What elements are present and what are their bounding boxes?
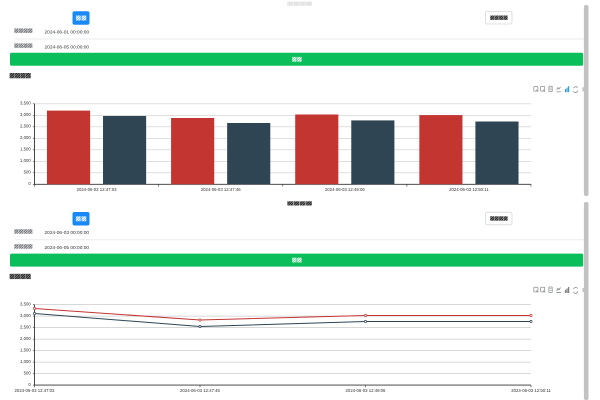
svg-text:1,500: 1,500 [20,147,31,152]
svg-text:2024-06-03 12:49:06: 2024-06-03 12:49:06 [325,187,366,192]
svg-text:2024-06-05 00:00:00: 2024-06-05 00:00:00 [45,245,90,251]
svg-text:2024-06-05 00:00:00: 2024-06-05 00:00:00 [45,44,90,50]
svg-text:0: 0 [28,382,31,387]
svg-text:2024-06-03 12:47:03: 2024-06-03 12:47:03 [77,187,118,192]
svg-text:500: 500 [24,371,32,376]
svg-text:2024-06-03 00:00:00: 2024-06-03 00:00:00 [45,230,90,236]
svg-text:2024-06-03 12:47:46: 2024-06-03 12:47:46 [180,388,221,393]
svg-text:3,000: 3,000 [20,112,31,117]
svg-text:2,500: 2,500 [20,124,31,129]
svg-text:3,500: 3,500 [20,302,31,307]
svg-text:2024-06-03 12:49:06: 2024-06-03 12:49:06 [346,388,387,393]
svg-text:500: 500 [24,170,32,175]
svg-text:2,000: 2,000 [20,135,31,140]
svg-text:2024-06-03 12:47:03: 2024-06-03 12:47:03 [15,388,56,393]
svg-text:2024-06-03 12:50:11: 2024-06-03 12:50:11 [511,388,551,393]
svg-text:2024-06-03 12:47:46: 2024-06-03 12:47:46 [201,187,242,192]
svg-text:1,000: 1,000 [20,158,31,163]
svg-text:3,500: 3,500 [20,101,31,106]
svg-text:1,500: 1,500 [20,348,31,353]
svg-text:2,000: 2,000 [20,336,31,341]
svg-text:2024-06-03 12:50:11: 2024-06-03 12:50:11 [449,187,489,192]
svg-text:2,500: 2,500 [20,325,31,330]
svg-text:0: 0 [28,181,31,186]
svg-text:2024-06-01 00:00:00: 2024-06-01 00:00:00 [45,29,90,35]
svg-text:3,000: 3,000 [20,313,31,318]
svg-text:1,000: 1,000 [20,359,31,364]
